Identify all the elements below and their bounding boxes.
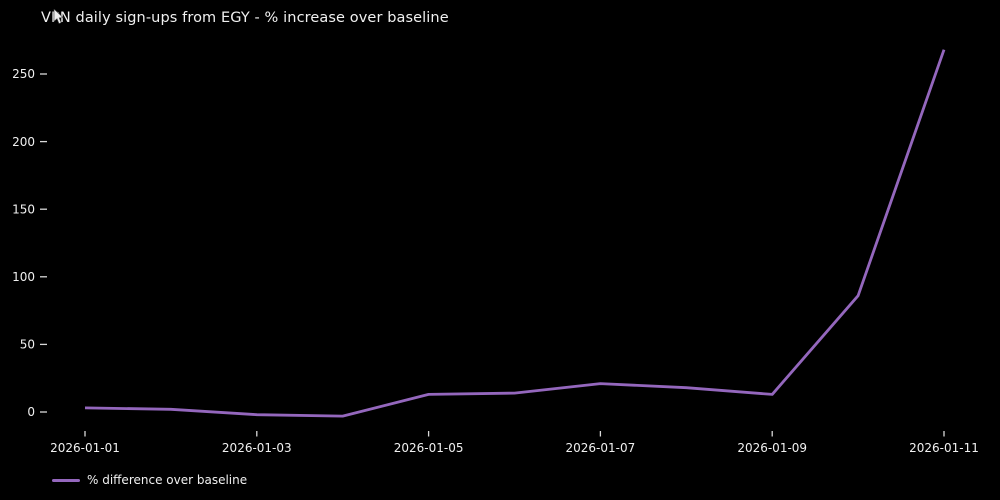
y-tick-label: 250 xyxy=(12,67,35,81)
legend-line-swatch xyxy=(52,478,80,482)
x-tick-label: 2026-01-01 xyxy=(50,441,120,455)
y-tick-label: 150 xyxy=(12,202,35,216)
y-tick-label: 50 xyxy=(20,338,35,352)
chart-title: VPN daily sign-ups from EGY - % increase… xyxy=(41,10,449,26)
y-tick-label: 200 xyxy=(12,135,35,149)
y-tick-label: 100 xyxy=(12,270,35,284)
legend: % difference over baseline xyxy=(52,473,247,487)
x-tick-label: 2026-01-09 xyxy=(737,441,807,455)
x-tick-label: 2026-01-07 xyxy=(566,441,636,455)
x-tick-label: 2026-01-03 xyxy=(222,441,292,455)
mouse-cursor-icon xyxy=(53,9,64,25)
x-tick-label: 2026-01-11 xyxy=(909,441,979,455)
legend-label: % difference over baseline xyxy=(87,473,248,487)
y-tick-label: 0 xyxy=(27,405,35,419)
x-tick-label: 2026-01-05 xyxy=(394,441,464,455)
data-series-line xyxy=(84,49,946,418)
